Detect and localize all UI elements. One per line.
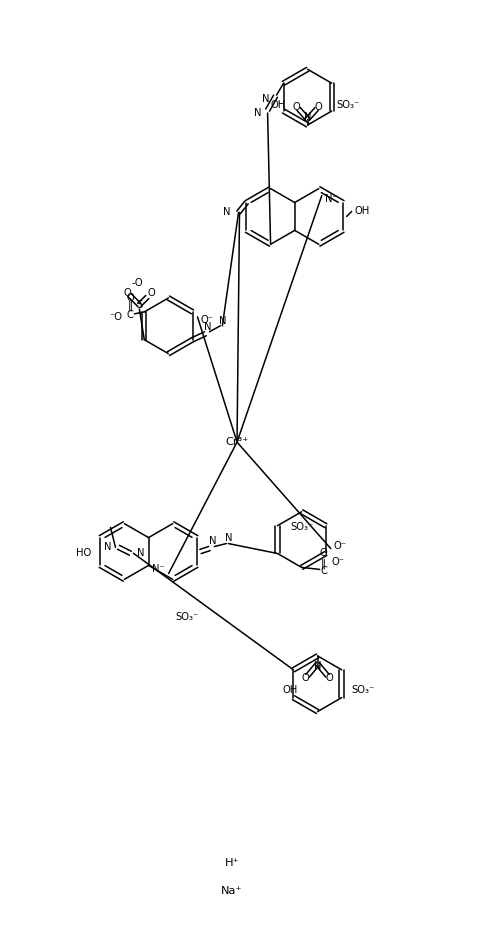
Text: O: O — [326, 673, 334, 683]
Text: N: N — [262, 94, 269, 104]
Text: N: N — [204, 322, 211, 332]
Text: O: O — [126, 293, 134, 303]
Text: SO₃⁻: SO₃⁻ — [337, 100, 360, 110]
Text: O⁻: O⁻ — [332, 557, 345, 568]
Text: N: N — [137, 548, 145, 558]
Text: ‖: ‖ — [321, 558, 326, 569]
Text: N⁻: N⁻ — [325, 194, 337, 203]
Text: OH: OH — [355, 207, 370, 216]
Text: N: N — [209, 536, 216, 545]
Text: SO₃⁻: SO₃⁻ — [290, 522, 313, 531]
Text: O: O — [320, 549, 327, 558]
Text: N: N — [104, 542, 111, 553]
Text: O⁻: O⁻ — [201, 315, 214, 325]
Text: N: N — [219, 316, 226, 326]
Text: HO: HO — [76, 549, 92, 558]
Text: O: O — [123, 288, 131, 298]
Text: N: N — [225, 532, 232, 542]
Text: O⁻: O⁻ — [334, 541, 347, 551]
Text: O: O — [302, 673, 309, 683]
Text: ‖: ‖ — [128, 301, 133, 311]
Text: N: N — [304, 112, 311, 122]
Text: -O: -O — [132, 278, 143, 288]
Text: C: C — [320, 567, 327, 576]
Text: ⁻O: ⁻O — [109, 312, 122, 322]
Text: N: N — [223, 208, 230, 217]
Text: Cr³⁺: Cr³⁺ — [226, 437, 249, 447]
Text: SO₃⁻: SO₃⁻ — [351, 685, 375, 694]
Text: OH: OH — [270, 100, 285, 110]
Text: O: O — [315, 103, 322, 112]
Text: N: N — [254, 108, 262, 118]
Text: S: S — [136, 300, 143, 310]
Text: SO₃⁻: SO₃⁻ — [175, 611, 199, 622]
Text: N⁻: N⁻ — [152, 565, 165, 574]
Text: C: C — [127, 309, 134, 320]
Text: H⁺: H⁺ — [225, 857, 240, 868]
Text: Na⁺: Na⁺ — [221, 885, 243, 896]
Text: O: O — [293, 103, 301, 112]
Text: OH: OH — [283, 685, 298, 694]
Text: N: N — [314, 661, 321, 671]
Text: O: O — [147, 288, 155, 298]
